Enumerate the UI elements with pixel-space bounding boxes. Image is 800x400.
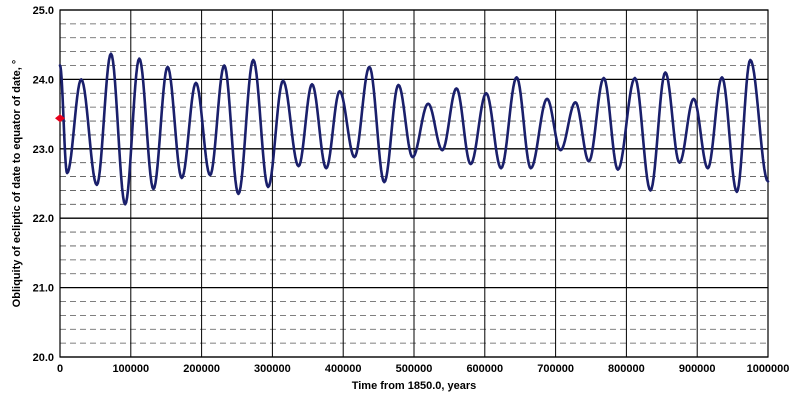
x-tick-label: 500000 bbox=[396, 363, 433, 375]
x-tick-label: 200000 bbox=[183, 363, 220, 375]
x-tick-label: 100000 bbox=[112, 363, 149, 375]
y-tick-label: 24.0 bbox=[33, 74, 54, 86]
y-axis-title: Obliquity of ecliptic of date to equator… bbox=[11, 60, 23, 308]
x-tick-label: 300000 bbox=[254, 363, 291, 375]
vertical-gridlines bbox=[59, 10, 769, 357]
obliquity-series-line bbox=[58, 52, 770, 206]
x-tick-label: 400000 bbox=[325, 363, 362, 375]
y-tick-label: 22.0 bbox=[33, 213, 54, 225]
y-tick-label: 23.0 bbox=[33, 144, 54, 156]
x-axis-title: Time from 1850.0, years bbox=[352, 380, 477, 392]
x-tick-labels: 0 100000 200000 300000 400000 500000 600000 700… bbox=[57, 363, 789, 375]
y-tick-label: 21.0 bbox=[33, 283, 54, 295]
x-tick-label: 600000 bbox=[466, 363, 503, 375]
current-obliquity-marker bbox=[55, 114, 65, 123]
x-tick-label: 800000 bbox=[608, 363, 645, 375]
plot-area-frame bbox=[59, 9, 769, 358]
x-tick-label: 700000 bbox=[537, 363, 574, 375]
y-tick-label: 25.0 bbox=[33, 5, 54, 17]
x-tick-label: 0 bbox=[57, 363, 63, 375]
y-tick-labels: 20.0 21.0 22.0 23.0 24.0 25.0 bbox=[33, 5, 54, 364]
x-tick-label: 900000 bbox=[679, 363, 716, 375]
x-tick-label: 1000000 bbox=[747, 363, 790, 375]
y-tick-label: 20.0 bbox=[33, 352, 54, 364]
